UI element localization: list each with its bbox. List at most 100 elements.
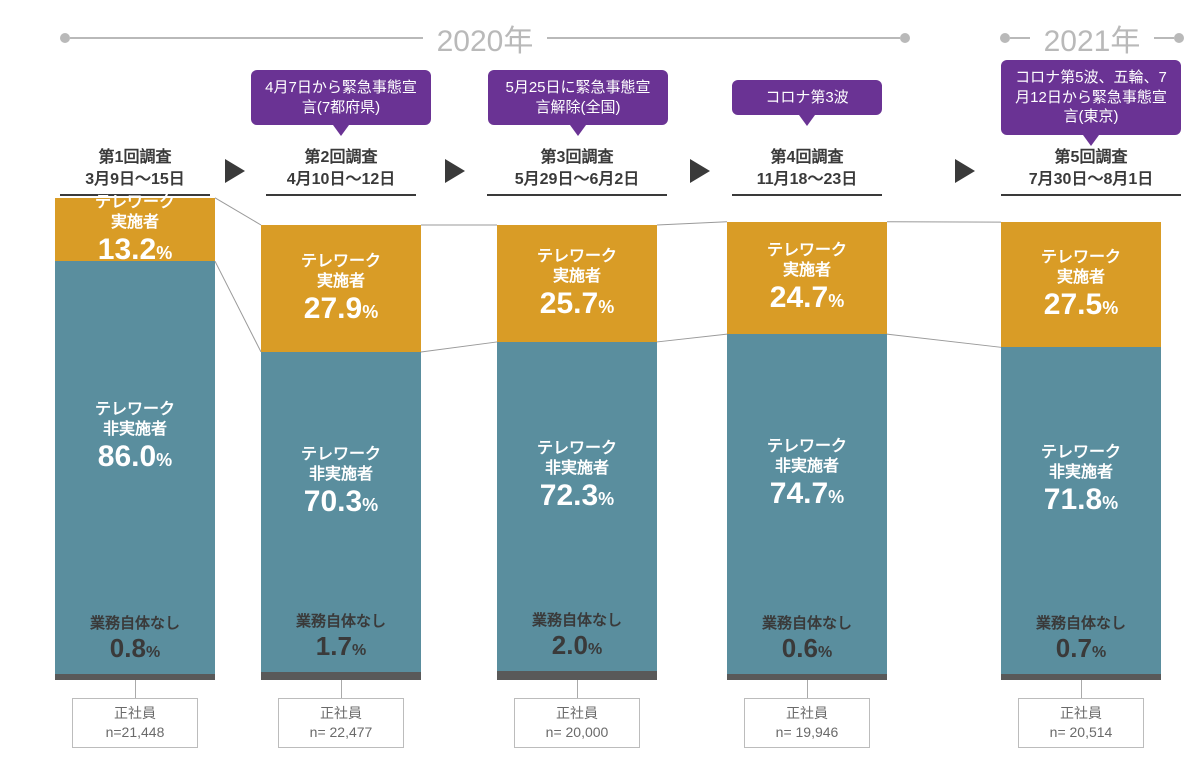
segment-label: テレワーク非実施者 <box>767 437 847 477</box>
segment-nontelework: テレワーク非実施者86.0%業務自体なし0.8% <box>55 261 215 674</box>
footer-stem <box>135 680 136 698</box>
segment-none-label: 業務自体なし <box>532 609 622 630</box>
stacked-bar: テレワーク実施者24.7% テレワーク非実施者74.7% 業務自体なし0.6% <box>727 222 887 680</box>
segment-none-value: 0.6% <box>762 633 852 664</box>
footer-n: n= 19,946 <box>757 723 857 742</box>
segment-value: 24.7% <box>770 281 844 314</box>
segment-telework: テレワーク実施者24.7% <box>727 222 887 334</box>
stacked-bars: テレワーク実施者13.2%テレワーク非実施者86.0%業務自体なし0.8%テレワ… <box>0 200 1200 680</box>
segment-telework: テレワーク実施者25.7% <box>497 225 657 342</box>
segment-none-value: 0.8% <box>90 633 180 664</box>
year-band-dot <box>900 33 910 43</box>
survey-header: 第2回調査4月10日～12日 <box>266 147 416 196</box>
survey-dates: 3月9日～15日 <box>60 169 210 191</box>
segment-none-value: 2.0% <box>532 630 622 661</box>
stacked-bar: テレワーク実施者25.7% テレワーク非実施者72.3% 業務自体なし2.0% <box>497 225 657 680</box>
footer-stem <box>577 680 578 698</box>
footer-n: n= 20,514 <box>1031 723 1131 742</box>
footer-stem <box>807 680 808 698</box>
segment-telework: テレワーク実施者27.9% <box>261 225 421 352</box>
survey-title: 第2回調査 <box>266 147 416 169</box>
stacked-bar: テレワーク実施者27.9% テレワーク非実施者70.3% 業務自体なし1.7% <box>261 225 421 680</box>
year-band-line <box>547 37 900 39</box>
segment-none-label: 業務自体なし <box>1036 612 1126 633</box>
segment-value: 72.3% <box>540 479 614 512</box>
segment-label: テレワーク実施者 <box>1041 248 1121 288</box>
segment-label: テレワーク実施者 <box>95 193 175 233</box>
divider <box>487 194 667 196</box>
survey-header: 第1回調査3月9日～15日 <box>60 147 210 196</box>
segment-value: 74.7% <box>770 477 844 510</box>
segment-none-value: 1.7% <box>296 631 386 662</box>
survey-header: 第3回調査5月29日～6月2日 <box>487 147 667 196</box>
year-band-line <box>1010 37 1030 39</box>
stacked-bar: テレワーク実施者13.2%テレワーク非実施者86.0%業務自体なし0.8% <box>55 198 215 680</box>
year-band: 2020年 <box>60 18 910 58</box>
chevron-right-icon <box>690 159 710 183</box>
segment-label: テレワーク実施者 <box>767 241 847 281</box>
survey-title: 第5回調査 <box>1001 147 1181 169</box>
segment-label: テレワーク非実施者 <box>301 445 381 485</box>
segment-nontelework: テレワーク非実施者74.7% 業務自体なし0.6% <box>727 334 887 674</box>
sample-size-box: 正社員n= 20,514 <box>1011 680 1151 748</box>
segment-telework: テレワーク実施者27.5% <box>1001 222 1161 347</box>
context-callout: 5月25日に緊急事態宣言解除(全国) <box>488 70 668 125</box>
divider <box>1001 194 1181 196</box>
year-band-dot <box>60 33 70 43</box>
survey-dates: 11月18～23日 <box>732 169 882 191</box>
segment-nontelework: テレワーク非実施者71.8% 業務自体なし0.7% <box>1001 347 1161 674</box>
segment-value: 70.3% <box>304 485 378 518</box>
footer-label: 正社員 <box>1031 704 1131 723</box>
footer-stem <box>1081 680 1082 698</box>
year-band: 2021年 <box>1000 18 1184 58</box>
segment-none-label: 業務自体なし <box>296 610 386 631</box>
chevron-right-icon <box>225 159 245 183</box>
survey-header: 第4回調査11月18～23日 <box>732 147 882 196</box>
footer-label: 正社員 <box>291 704 391 723</box>
segment-label: テレワーク実施者 <box>301 252 381 292</box>
survey-title: 第4回調査 <box>732 147 882 169</box>
segment-label: テレワーク実施者 <box>537 247 617 287</box>
context-callout: コロナ第5波、五輪、7月12日から緊急事態宣言(東京) <box>1001 60 1181 135</box>
segment-label: テレワーク非実施者 <box>537 439 617 479</box>
footer-n: n= 20,000 <box>527 723 627 742</box>
footer-stem <box>341 680 342 698</box>
stacked-bar: テレワーク実施者27.5% テレワーク非実施者71.8% 業務自体なし0.7% <box>1001 222 1161 680</box>
divider <box>732 194 882 196</box>
survey-dates: 4月10日～12日 <box>266 169 416 191</box>
footer-n: n= 22,477 <box>291 723 391 742</box>
context-callout: コロナ第3波 <box>732 80 882 116</box>
segment-none <box>497 671 657 680</box>
year-band-dot <box>1000 33 1010 43</box>
survey-title: 第1回調査 <box>60 147 210 169</box>
year-band-label: 2021年 <box>1030 16 1155 60</box>
footer-label: 正社員 <box>527 704 627 723</box>
segment-value: 71.8% <box>1044 483 1118 516</box>
segment-telework: テレワーク実施者13.2% <box>55 198 215 261</box>
segment-nontelework: テレワーク非実施者72.3% 業務自体なし2.0% <box>497 342 657 671</box>
chevron-right-icon <box>955 159 975 183</box>
year-band-dot <box>1174 33 1184 43</box>
survey-dates: 5月29日～6月2日 <box>487 169 667 191</box>
segment-value: 86.0% <box>98 440 172 473</box>
segment-none-value: 0.7% <box>1036 633 1126 664</box>
context-callout: 4月7日から緊急事態宣言(7都府県) <box>251 70 431 125</box>
chevron-right-icon <box>445 159 465 183</box>
survey-dates: 7月30日～8月1日 <box>1001 169 1181 191</box>
segment-none <box>261 672 421 680</box>
sample-size-box: 正社員n= 20,000 <box>507 680 647 748</box>
divider <box>266 194 416 196</box>
footer-n: n=21,448 <box>85 723 185 742</box>
survey-title: 第3回調査 <box>487 147 667 169</box>
year-band-label: 2020年 <box>423 16 548 60</box>
footer-label: 正社員 <box>85 704 185 723</box>
footer-label: 正社員 <box>757 704 857 723</box>
segment-label: テレワーク非実施者 <box>1041 443 1121 483</box>
sample-size-box: 正社員n= 22,477 <box>271 680 411 748</box>
segment-value: 27.9% <box>304 292 378 325</box>
segment-none-label: 業務自体なし <box>762 612 852 633</box>
year-band-line <box>1154 37 1174 39</box>
sample-size-box: 正社員n= 19,946 <box>737 680 877 748</box>
segment-value: 25.7% <box>540 287 614 320</box>
segment-none-label: 業務自体なし <box>90 612 180 633</box>
